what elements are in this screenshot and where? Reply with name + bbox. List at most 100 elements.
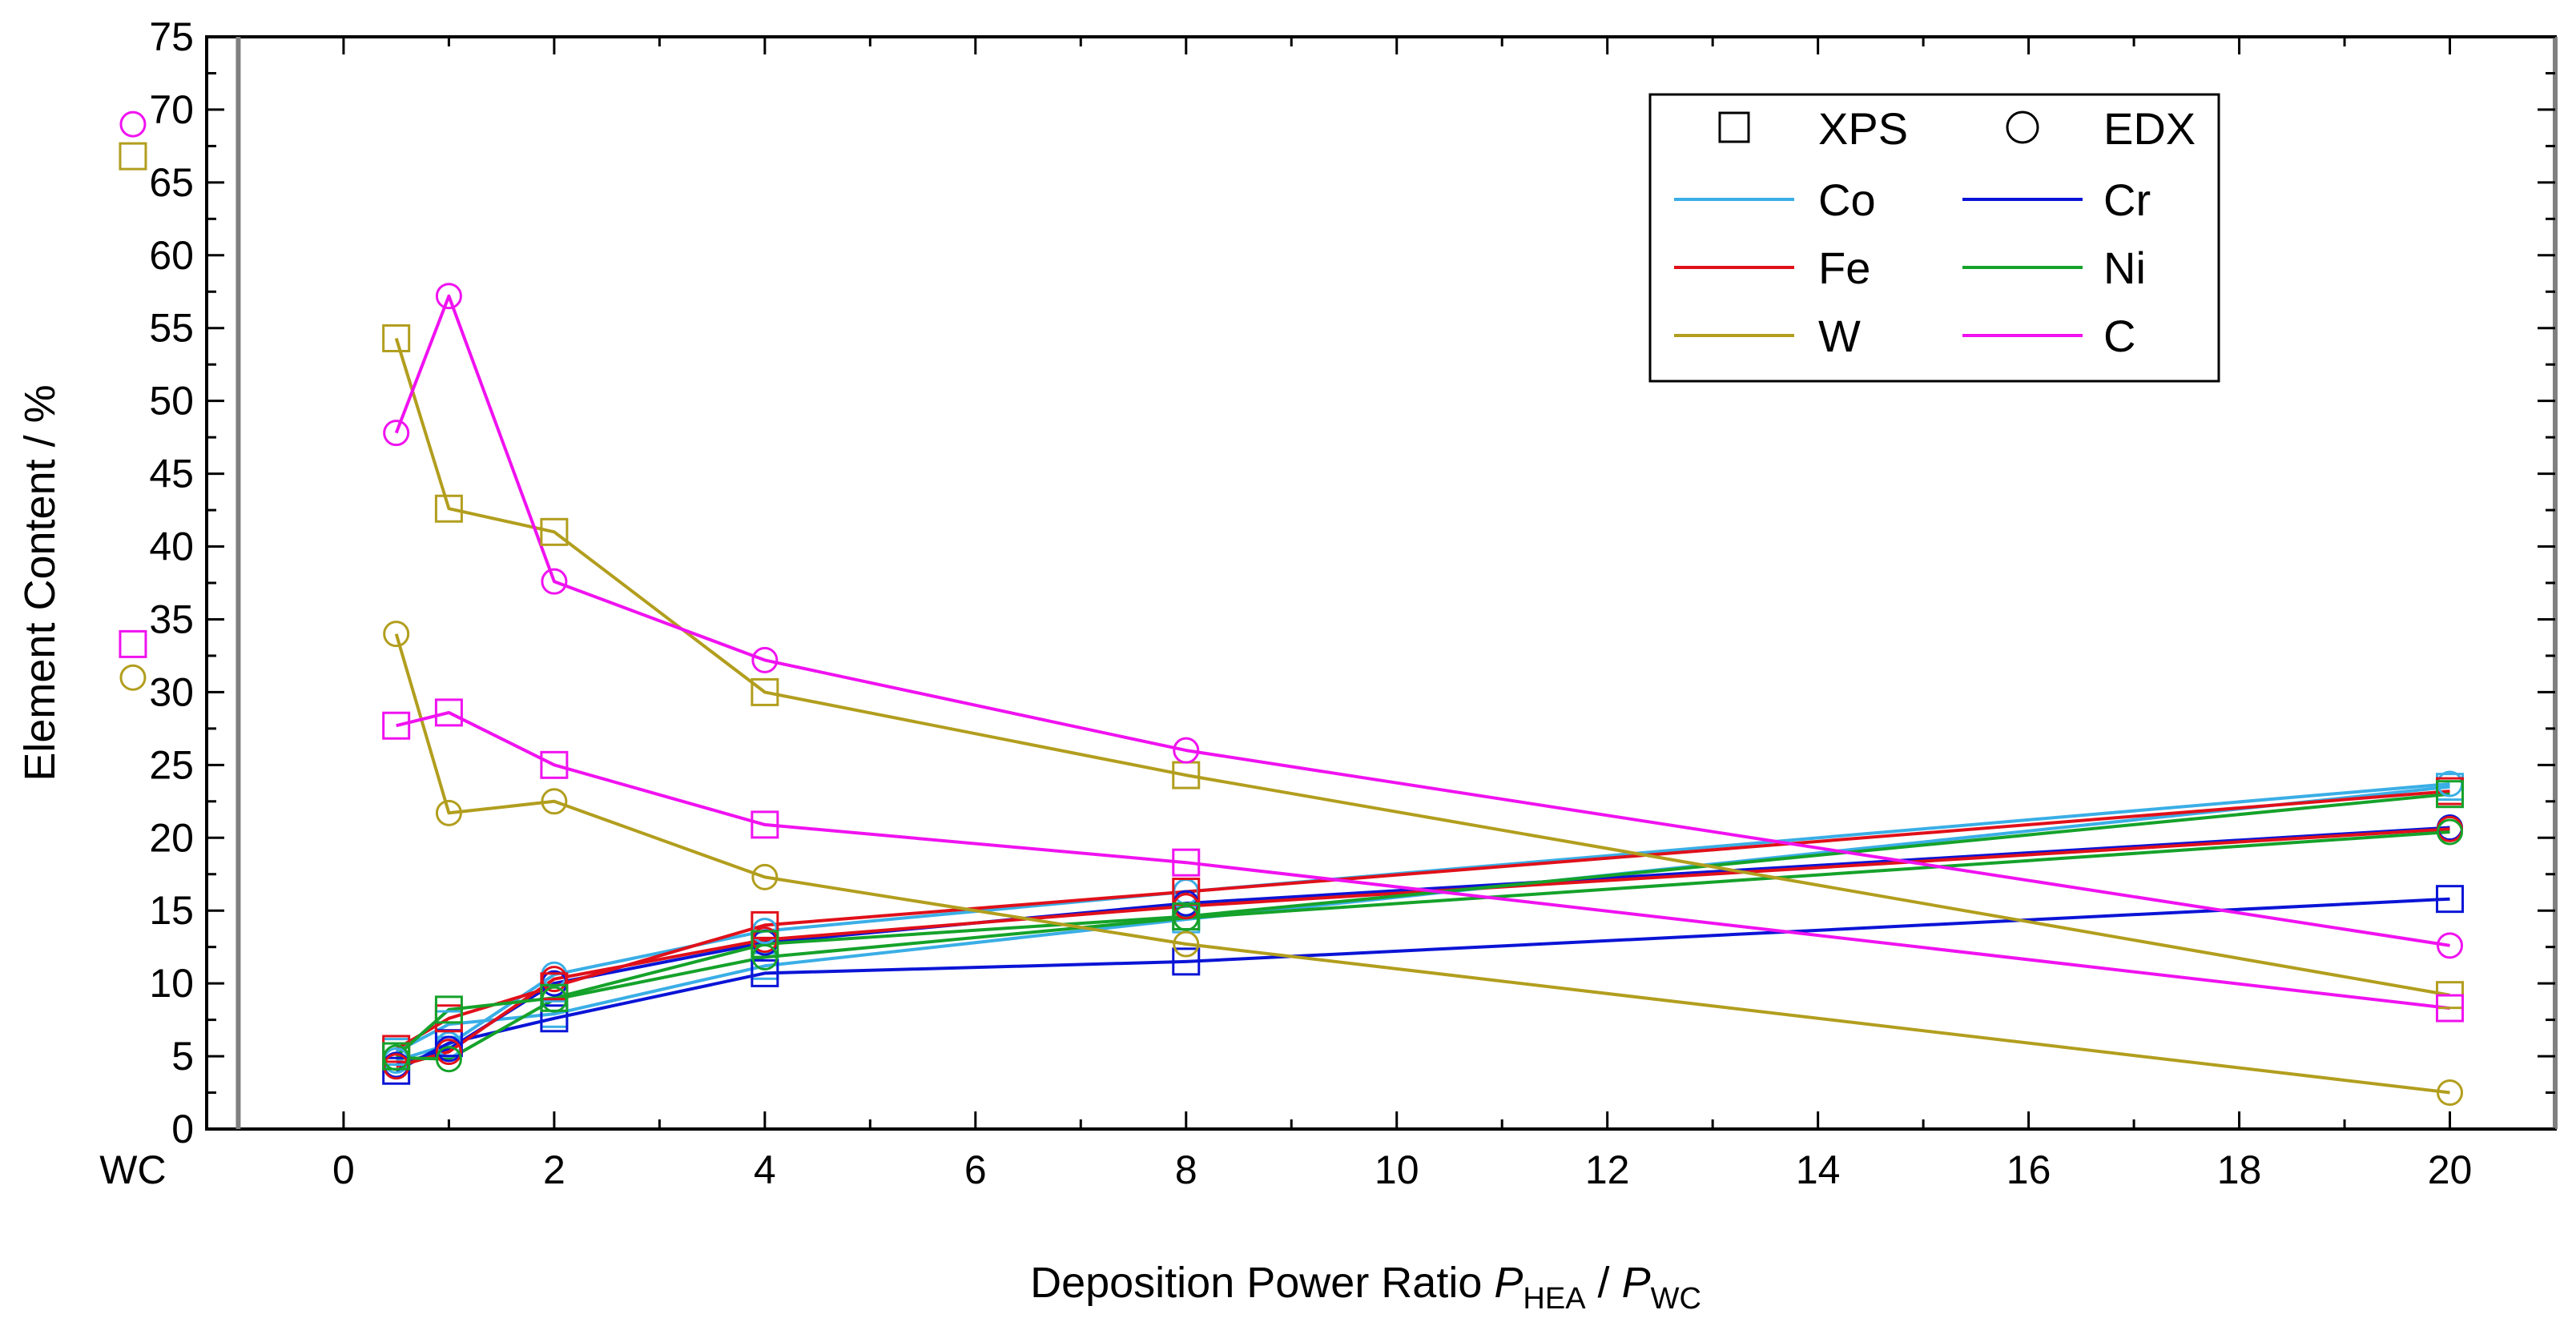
x-tick-label: 10 [1375,1147,1419,1192]
x-tick-label: 20 [2428,1147,2473,1192]
x-axis-title-sub2: WC [1651,1282,1701,1316]
y-tick-label: 10 [149,961,194,1006]
point-ni-edx [541,986,568,1013]
point-w-edx [2437,1079,2464,1107]
point-c-edx [2437,932,2464,959]
y-tick-label: 70 [149,87,194,132]
line-fe-edx [396,827,2450,1068]
legend-label-ni: Ni [2103,243,2146,293]
line-cr-xps [395,897,2450,1073]
x-tick-label: 16 [2006,1147,2051,1192]
legend-label-c: C [2103,311,2135,361]
point-ni-edx [751,943,779,970]
point-cr-xps [751,958,779,987]
x-tick-label: 8 [1175,1147,1197,1192]
point-ni-xps [2436,780,2465,809]
point-c-edx [541,568,568,595]
point-cr-xps [1172,947,1201,976]
legend-label-fe: Fe [1818,243,1870,293]
y-tick-label: 20 [149,815,194,860]
point-ni-edx [1173,904,1200,931]
point-ni-edx [383,1044,410,1071]
point-c-xps [2436,994,2465,1023]
y-tick-label: 65 [149,160,194,205]
legend-edx-marker [2006,111,2039,144]
point-ni-edx [435,1046,462,1073]
point-fe-edx [541,966,568,993]
x-tick-label: 18 [2217,1147,2262,1192]
x-axis-title-prefix: Deposition Power Ratio [1030,1259,1494,1307]
series-lines [394,294,2450,1095]
line-cr-edx [396,826,2450,1067]
legend-label-w: W [1818,311,1861,361]
y-tick-label: 0 [171,1107,194,1151]
point-fe-edx [435,1039,462,1066]
y-tick-label: 40 [149,524,194,569]
x-tick-label: 0 [332,1147,355,1192]
legend-xps-marker [1718,111,1750,143]
legend-edx-label: EDX [2103,103,2196,154]
x-tick-label: 6 [964,1147,987,1192]
point-c-edx [383,420,410,447]
line-fe-xps [395,790,2450,1051]
y-tick-label: 5 [171,1034,194,1079]
point-w-edx [541,788,568,815]
x-axis-title-sub1: HEA [1523,1282,1586,1316]
point-w-edx [435,799,462,826]
x-axis-title: Deposition Power Ratio PHEA / PWC [1030,1259,1701,1316]
wc-ref-c-circle [119,111,147,138]
line-c-xps [396,710,2450,1011]
line-w-xps [394,337,2450,997]
point-cr-xps [540,1004,569,1033]
y-tick-label: 25 [149,742,194,787]
point-c-xps [751,810,779,839]
point-cr-xps [2436,885,2465,914]
y-tick-label: 45 [149,452,194,496]
series-markers [119,111,2465,1107]
tick-labels: 0 5 10 15 20 25 30 35 40 45 50 55 60 65 70 75 0 2 4 6 8 10 12 1… [99,14,2473,1192]
line-ni-edx [396,830,2450,1061]
y-tick-label: 15 [149,888,194,933]
legend-label-co: Co [1818,175,1876,225]
wc-ref-w-square [119,142,147,171]
legend-xps-label: XPS [1818,103,1908,154]
point-c-edx [1173,737,1200,764]
point-c-xps [1172,848,1201,877]
x-axis-title-p1: P [1494,1259,1523,1307]
point-w-xps [540,517,569,546]
y-tick-label: 55 [149,306,194,351]
x-axis-title-slash: / [1586,1259,1622,1307]
point-w-xps [382,323,411,352]
x-category-label-wc: WC [99,1147,166,1192]
legend-element-entries: Co Cr Fe Ni W C [1674,175,2151,361]
y-tick-label: 50 [149,379,194,424]
x-tick-label: 4 [754,1147,776,1192]
x-axis-title-p2: P [1622,1259,1651,1307]
wc-ref-w-circle [119,664,147,691]
wc-ref-c-square [119,629,147,658]
point-fe-xps [751,910,779,939]
point-cr-xps [382,1056,411,1085]
y-tick-label: 75 [149,14,194,59]
point-w-xps [434,494,463,523]
point-ni-xps [434,995,463,1024]
axis-ticks [207,35,2555,1131]
x-tick-label: 2 [543,1147,566,1192]
line-w-edx [394,633,2450,1095]
point-w-edx [751,863,779,890]
y-tick-label: 60 [149,233,194,278]
point-c-edx [435,283,462,310]
y-tick-label: 30 [149,669,194,714]
line-co-xps [395,785,2450,1054]
point-w-xps [751,677,779,706]
point-ni-xps [751,930,779,958]
x-tick-label: 12 [1585,1147,1630,1192]
line-ni-xps [395,792,2450,1058]
legend: XPS EDX Co Cr Fe Ni W C [1648,93,2220,383]
y-tick-label: 35 [149,597,194,641]
point-c-xps [540,750,569,779]
point-c-xps [382,711,411,740]
legend-label-cr: Cr [2103,175,2151,225]
y-axis-title: Element Content / % [16,384,64,781]
